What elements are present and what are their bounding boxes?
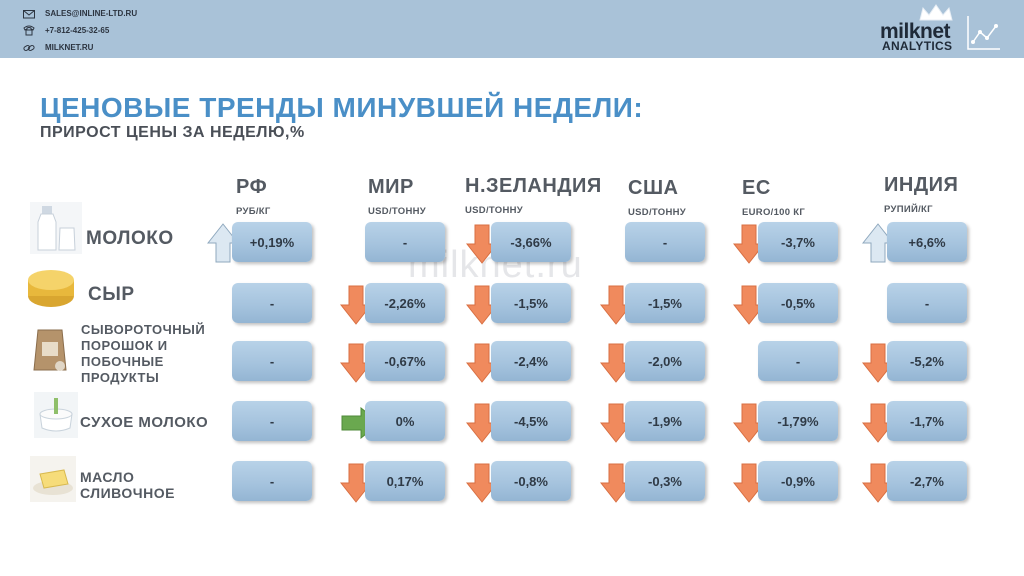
arrow-down-icon — [600, 285, 632, 325]
price-change-cell: +0,19% — [232, 222, 312, 262]
page-title: ЦЕНОВЫЕ ТРЕНДЫ МИНУВШЕЙ НЕДЕЛИ: — [40, 92, 644, 123]
column-unit: РУПИЙ/КГ — [884, 204, 933, 215]
price-change-cell: -4,5% — [491, 401, 571, 441]
envelope-icon — [22, 8, 36, 20]
site-text: MILKNET.RU — [45, 43, 94, 52]
price-change-cell: -1,9% — [625, 401, 705, 441]
phone-icon — [22, 25, 36, 37]
milk-bottle-icon — [30, 202, 82, 254]
price-change-cell: -1,79% — [758, 401, 838, 441]
contact-email[interactable]: SALES@INLINE-LTD.RU — [22, 5, 137, 22]
arrow-down-icon — [340, 285, 372, 325]
arrow-up-icon — [207, 223, 239, 263]
price-change-cell: -0,5% — [758, 283, 838, 323]
column-unit: USD/ТОННУ — [628, 207, 686, 218]
column-unit: USD/ТОННУ — [368, 206, 426, 217]
price-change-cell: - — [758, 341, 838, 381]
contacts: SALES@INLINE-LTD.RU +7-812-425-32-65 MIL… — [22, 5, 137, 56]
arrow-down-icon — [340, 463, 372, 503]
price-change-cell: -1,7% — [887, 401, 967, 441]
milknet-logo[interactable]: milknet ANALYTICS — [880, 4, 1016, 56]
price-change-cell: -2,4% — [491, 341, 571, 381]
link-icon — [22, 42, 36, 54]
price-change-cell: -0,3% — [625, 461, 705, 501]
price-change-cell: -2,26% — [365, 283, 445, 323]
arrow-down-icon — [733, 224, 765, 264]
price-change-cell: -0,9% — [758, 461, 838, 501]
price-change-cell: +6,6% — [887, 222, 967, 262]
arrow-down-icon — [600, 463, 632, 503]
price-change-cell: - — [232, 461, 312, 501]
price-change-cell: -0,67% — [365, 341, 445, 381]
column-name: ИНДИЯ — [884, 174, 959, 196]
price-change-cell: -2,7% — [887, 461, 967, 501]
arrow-down-icon — [466, 285, 498, 325]
row-label-milk-powder: СУХОЕ МОЛОКО — [80, 414, 209, 431]
arrow-down-icon — [340, 343, 372, 383]
column-header-rf: РФ РУБ/КГ — [236, 176, 271, 217]
price-change-cell: -3,66% — [491, 222, 571, 262]
arrow-down-icon — [733, 403, 765, 443]
butter-icon — [30, 456, 76, 502]
column-header-eu: ЕС EURO/100 КГ — [742, 177, 805, 218]
row-label-milk: МОЛОКО — [86, 228, 174, 249]
crown-icon — [919, 4, 953, 21]
column-unit: РУБ/КГ — [236, 206, 271, 217]
phone-text: +7-812-425-32-65 — [45, 26, 110, 35]
price-change-cell: - — [887, 283, 967, 323]
milk-powder-icon — [34, 392, 78, 438]
arrow-down-icon — [466, 224, 498, 264]
arrow-down-icon — [862, 343, 894, 383]
price-change-cell: -1,5% — [625, 283, 705, 323]
price-change-cell: - — [625, 222, 705, 262]
arrow-down-icon — [466, 403, 498, 443]
page-subtitle: ПРИРОСТ ЦЕНЫ ЗА НЕДЕЛЮ,% — [40, 124, 305, 141]
arrow-down-icon — [600, 403, 632, 443]
price-change-cell: -5,2% — [887, 341, 967, 381]
price-change-cell: - — [232, 401, 312, 441]
arrow-up-icon — [862, 223, 894, 263]
price-change-cell: -2,0% — [625, 341, 705, 381]
column-unit: USD/ТОННУ — [465, 205, 523, 216]
price-change-cell: -3,7% — [758, 222, 838, 262]
column-name: ЕС — [742, 177, 771, 199]
column-header-india: ИНДИЯ РУПИЙ/КГ — [884, 174, 958, 215]
price-change-cell: - — [232, 341, 312, 381]
column-unit: EURO/100 КГ — [742, 207, 806, 218]
arrow-down-icon — [862, 403, 894, 443]
contact-phone[interactable]: +7-812-425-32-65 — [22, 22, 137, 39]
whey-bag-icon — [30, 326, 70, 374]
price-change-cell: 0% — [365, 401, 445, 441]
column-header-world: МИР USD/ТОННУ — [368, 176, 426, 217]
column-name: МИР — [368, 176, 414, 198]
column-name: РФ — [236, 176, 268, 198]
email-text: SALES@INLINE-LTD.RU — [45, 9, 138, 18]
price-change-cell: - — [232, 283, 312, 323]
arrow-down-icon — [466, 463, 498, 503]
column-name: Н.ЗЕЛАНДИЯ — [465, 175, 602, 197]
cheese-icon — [26, 266, 76, 310]
contact-site[interactable]: MILKNET.RU — [22, 39, 137, 56]
column-header-new-zealand: Н.ЗЕЛАНДИЯ USD/ТОННУ — [465, 175, 602, 216]
arrow-down-icon — [600, 343, 632, 383]
price-change-cell: 0,17% — [365, 461, 445, 501]
row-label-cheese: СЫР — [88, 284, 135, 305]
arrow-down-icon — [862, 463, 894, 503]
column-name: США — [628, 177, 679, 199]
row-label-whey: СЫВОРОТОЧНЫЙ ПОРОШОК И ПОБОЧНЫЕ ПРОДУКТЫ — [81, 322, 206, 385]
arrow-down-icon — [733, 285, 765, 325]
logo-sub-text: ANALYTICS — [882, 39, 953, 53]
price-change-cell: -0,8% — [491, 461, 571, 501]
arrow-down-icon — [466, 343, 498, 383]
price-change-cell: -1,5% — [491, 283, 571, 323]
arrow-down-icon — [733, 463, 765, 503]
logo-brand-text: milknet — [880, 20, 951, 43]
chart-icon — [967, 16, 1000, 50]
price-change-cell: - — [365, 222, 445, 262]
row-label-butter: МАСЛО СЛИВОЧНОЕ — [80, 469, 175, 501]
header-bar: SALES@INLINE-LTD.RU +7-812-425-32-65 MIL… — [0, 0, 1024, 58]
column-header-usa: США USD/ТОННУ — [628, 177, 686, 218]
